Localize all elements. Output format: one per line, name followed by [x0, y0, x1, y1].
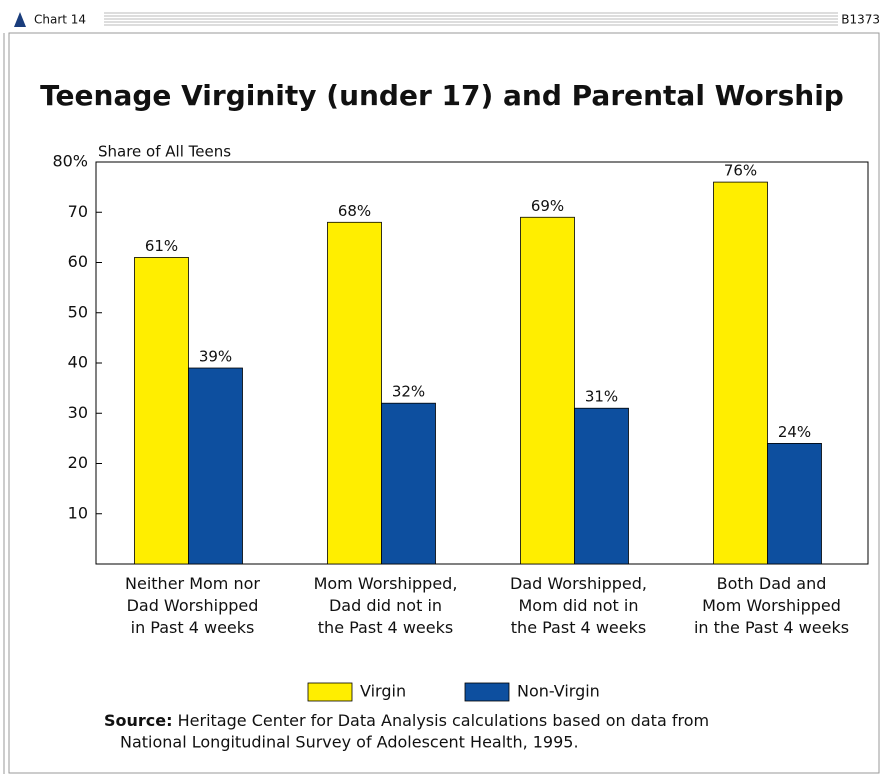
- y-tick-label: 80%: [52, 152, 88, 171]
- data-label: 39%: [199, 348, 232, 366]
- bar: [767, 442, 822, 565]
- chart-title: Teenage Virginity (under 17) and Parenta…: [40, 79, 844, 112]
- legend-label: Virgin: [360, 682, 406, 701]
- header-stripes: [104, 12, 838, 26]
- data-label: 69%: [531, 197, 564, 215]
- x-tick-label: Both Dad and Mom Worshipped in the Past 4 …: [694, 574, 849, 637]
- legend-swatch: [464, 682, 510, 702]
- y-tick-label: 40: [68, 353, 88, 372]
- bar: [327, 221, 382, 565]
- x-tick-label: Mom Worshipped, Dad did not in the Past 4 …: [314, 574, 458, 637]
- bar: [574, 407, 629, 565]
- bar: [381, 402, 436, 565]
- data-label: 31%: [585, 388, 618, 406]
- header: Chart 14 B1373: [14, 12, 880, 27]
- source: Source: Heritage Center for Data Analysi…: [104, 711, 709, 730]
- x-tick-label: Neither Mom nor Dad Worshipped in Past 4 w…: [125, 574, 260, 637]
- bar: [713, 181, 768, 565]
- x-tick-label: Dad Worshipped, Mom did not in the Past 4 …: [510, 574, 647, 637]
- bar: [134, 257, 189, 565]
- icon: [14, 12, 26, 27]
- y-tick-label: 30: [68, 403, 88, 422]
- y-tick-label: 10: [68, 503, 88, 522]
- legend-label: Non-Virgin: [517, 682, 600, 701]
- data-label: 24%: [778, 423, 811, 441]
- source-line: National Longitudinal Survey of Adolesce…: [120, 733, 579, 752]
- data-label: 68%: [338, 202, 371, 220]
- legend-swatch: [307, 682, 353, 702]
- y-tick-label: 20: [68, 453, 88, 472]
- y-tick-label: 60: [68, 252, 88, 271]
- data-label: 32%: [392, 383, 425, 401]
- y-tick-label: 70: [68, 202, 88, 221]
- frame: [8, 32, 880, 774]
- chart-code: B1373: [841, 13, 880, 27]
- bar: [188, 367, 243, 565]
- y-axis-label: Share of All Teens: [98, 143, 231, 161]
- data-label: 76%: [724, 162, 757, 180]
- source-line: Heritage Center for Data Analysis calcul…: [178, 711, 709, 730]
- y-tick-label: 50: [68, 302, 88, 321]
- data-label: 61%: [145, 237, 178, 255]
- chart-label: Chart 14: [34, 13, 86, 27]
- bar: [520, 216, 575, 565]
- source-label: Source:: [104, 711, 173, 730]
